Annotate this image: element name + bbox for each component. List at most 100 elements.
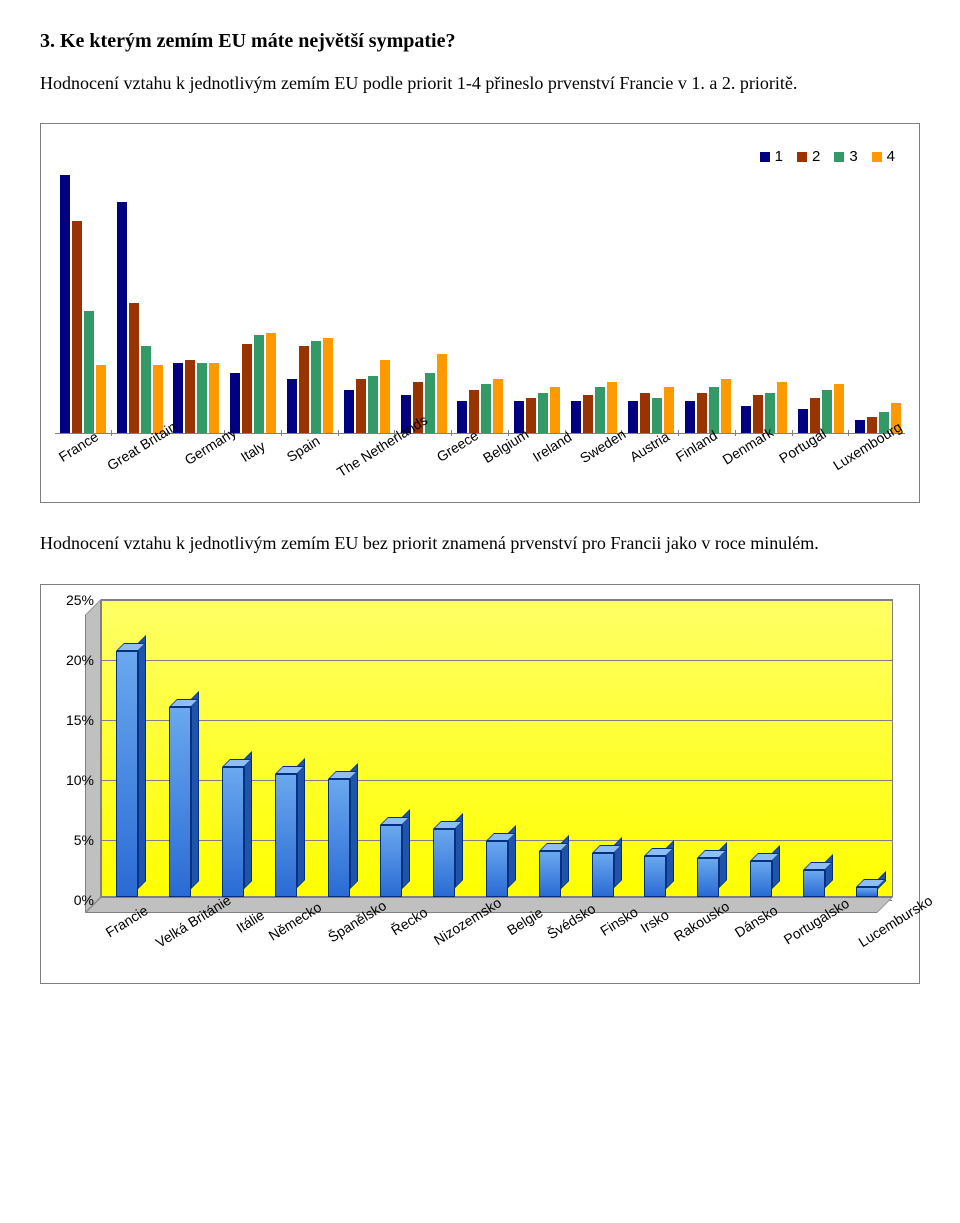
chart1-x-labels: FranceGreat BritainGermanyItalySpainThe … [55, 434, 905, 502]
bar [129, 303, 139, 434]
bar3d [856, 887, 878, 897]
bar-slot [576, 853, 629, 896]
bar-group [112, 202, 167, 433]
grouped-bar-chart: 1234 FranceGreat BritainGermanyItalySpai… [40, 123, 920, 503]
bar-group [339, 360, 394, 433]
bar [209, 363, 219, 434]
bar [197, 363, 207, 434]
bar-front [856, 887, 878, 897]
bar [538, 393, 548, 434]
bar [185, 360, 195, 433]
bar-group [169, 360, 224, 433]
bar-front [539, 851, 561, 897]
bar [595, 387, 605, 433]
bar [323, 338, 333, 433]
bar3d [275, 774, 297, 896]
bar-front [328, 779, 350, 897]
bar [571, 401, 581, 434]
bar-slot [682, 858, 735, 896]
bar [344, 390, 354, 434]
bar-slot [312, 779, 365, 897]
bar [380, 360, 390, 433]
bar-side [191, 691, 199, 889]
y-tick-label: 25% [50, 592, 94, 608]
bar-group [623, 387, 678, 433]
bar3d [116, 651, 138, 897]
bar-front [275, 774, 297, 896]
bar [230, 373, 240, 433]
bar-slot [418, 829, 471, 896]
bar-slot [787, 870, 840, 896]
bar-front [169, 707, 191, 897]
chart1-plot-area [55, 146, 905, 434]
bar [685, 401, 695, 434]
bar-side [825, 854, 833, 888]
bar-slot [840, 887, 893, 897]
bar [60, 175, 70, 433]
y-tick-label: 0% [50, 892, 94, 908]
y-tick-label: 20% [50, 652, 94, 668]
mid-paragraph: Hodnocení vztahu k jednotlivým zemím EU … [40, 531, 920, 555]
bar-slot [629, 856, 682, 897]
bar-side [138, 635, 146, 889]
bar-top [856, 879, 886, 887]
bar [117, 202, 127, 433]
bar [141, 346, 151, 433]
bar [481, 384, 491, 433]
bar3d [222, 767, 244, 897]
bar-front [592, 853, 614, 896]
bar3d [697, 858, 719, 896]
bar-front [116, 651, 138, 897]
bar [173, 363, 183, 434]
bar [96, 365, 106, 433]
bar3d [433, 829, 455, 896]
bar-front [644, 856, 666, 897]
bar-front [380, 825, 402, 897]
bar-slot [259, 774, 312, 896]
y-tick-label: 5% [50, 832, 94, 848]
bar-front [433, 829, 455, 896]
bar-side [772, 845, 780, 889]
bar-slot [471, 841, 524, 896]
bar-group [282, 338, 337, 433]
bar [266, 333, 276, 434]
bar [721, 379, 731, 433]
intro-paragraph: Hodnocení vztahu k jednotlivým zemím EU … [40, 71, 920, 95]
bar-front [222, 767, 244, 897]
chart2-x-labels: FrancieVelká BritánieItálieNěmeckoŠpaněl… [101, 911, 893, 983]
y-tick-label: 15% [50, 712, 94, 728]
bar [640, 393, 650, 434]
bar-front [697, 858, 719, 896]
bar [526, 398, 536, 433]
bar [822, 390, 832, 434]
bar [72, 221, 82, 433]
bar [299, 346, 309, 433]
bar [834, 384, 844, 433]
bar [84, 311, 94, 433]
bar-slot [154, 707, 207, 897]
bar-front [486, 841, 508, 896]
bar-front [803, 870, 825, 896]
bar-group [453, 379, 508, 433]
bar3d [169, 707, 191, 897]
bar3d [380, 825, 402, 897]
bar3d-chart: 0% 5% 10% 15% 20% 25% FrancieVelká BritánieIt… [40, 584, 920, 984]
bar-slot [101, 651, 154, 897]
bar3d [803, 870, 825, 896]
bar3d [644, 856, 666, 897]
bar [777, 382, 787, 434]
bar [583, 395, 593, 433]
y-tick-label: 10% [50, 772, 94, 788]
bar [254, 335, 264, 433]
bar-slot [365, 825, 418, 897]
bar-slot [735, 861, 788, 897]
bar [356, 379, 366, 433]
chart2-left-wall [85, 599, 101, 913]
bar3d [750, 861, 772, 897]
chart2-bars [101, 599, 893, 897]
bar-side [297, 758, 305, 888]
bar [311, 341, 321, 433]
bar-slot [207, 767, 260, 897]
bar3d [539, 851, 561, 897]
bar-side [244, 751, 252, 889]
